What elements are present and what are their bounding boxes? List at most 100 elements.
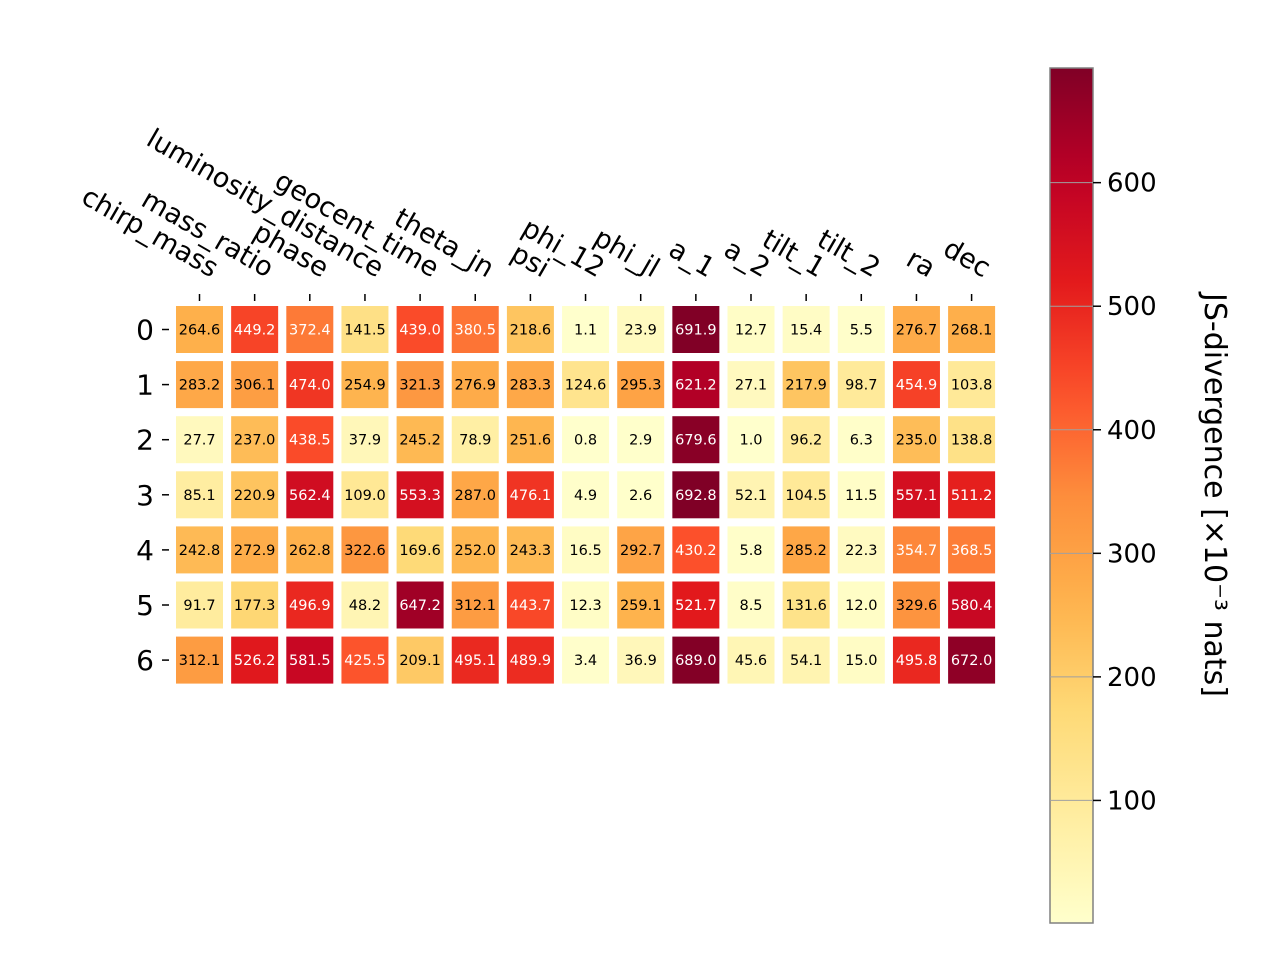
heatmap-cell [782,306,830,353]
cell-value-label: 16.5 [569,543,601,559]
cell-value-label: 557.1 [896,488,938,504]
heatmap-cell [782,581,830,629]
heatmap-cell [506,306,554,353]
cell-value-label: 27.1 [735,378,767,394]
row-label-5: 5 [136,589,154,622]
cell-value-label: 237.0 [234,433,276,449]
heatmap-cell [617,636,665,684]
heatmap-cell [231,526,279,574]
cell-value-label: 4.9 [574,488,597,504]
cell-value-label: 443.7 [510,598,552,614]
cell-value-label: 37.9 [349,433,381,449]
heatmap-cell [176,636,223,684]
heatmap-cell [506,581,554,629]
cell-value-label: 691.9 [675,323,717,339]
cell-value-label: 124.6 [565,378,607,394]
cell-value-label: 218.6 [510,323,552,339]
cell-value-label: 104.5 [785,488,827,504]
heatmap-cell [892,471,940,519]
cell-value-label: 268.1 [951,323,993,339]
cell-value-label: 245.2 [399,433,441,449]
heatmap-cell [176,471,223,519]
colorbar-label: JS-divergence [×10⁻³ nats] [1197,291,1232,697]
column-label-ra: ra [901,243,940,284]
cell-value-label: 251.6 [510,433,552,449]
heatmap-cell [176,306,223,353]
cell-value-label: 495.1 [454,653,496,669]
heatmap-cell [396,416,444,464]
cell-value-label: 12.0 [845,598,877,614]
heatmap-cell [506,471,554,519]
heatmap-cell [948,526,996,574]
cell-value-label: 54.1 [790,653,822,669]
cell-value-label: 689.0 [675,653,717,669]
column-label-a-1: a_1 [663,234,719,284]
heatmap-cell [672,306,720,353]
cell-value-label: 679.6 [675,433,717,449]
cell-value-label: 209.1 [399,653,441,669]
heatmap-cell [672,416,720,464]
cell-value-label: 109.0 [344,488,386,504]
cell-value-label: 3.4 [574,653,597,669]
cell-value-label: 329.6 [896,598,938,614]
heatmap-cell [672,471,720,519]
cell-value-label: 380.5 [454,323,496,339]
column-label-dec: dec [938,233,996,284]
heatmap-cell [506,416,554,464]
cell-value-label: 276.9 [454,378,496,394]
heatmap-cell [948,306,996,353]
cell-value-label: 430.2 [675,543,717,559]
cell-value-label: 322.6 [344,543,386,559]
heatmap-cell [341,636,389,684]
cell-value-label: 264.6 [179,323,221,339]
cell-value-label: 36.9 [625,653,657,669]
colorbar: 100 200 300 400 500 600 JS-divergence [×10⁻³ … [1049,67,1232,924]
heatmap-cell [286,581,334,629]
heatmap-cell [837,361,885,409]
cell-value-label: 692.8 [675,488,717,504]
heatmap-cell [562,526,610,574]
heatmap-cells: 264.6 449.2 372.4 141.5 439.0 380.5 218.6 1.1 23… [176,306,996,684]
heatmap-cell [727,361,775,409]
heatmap-cell [617,581,665,629]
heatmap-cell [231,636,279,684]
cell-value-label: 454.9 [896,378,938,394]
cell-value-label: 1.1 [574,323,597,339]
colorbar-tick-label: 600 [1107,169,1157,199]
cell-value-label: 22.3 [845,543,877,559]
cell-value-label: 553.3 [399,488,441,504]
heatmap-cell [396,471,444,519]
heatmap-cell [396,581,444,629]
cell-value-label: 521.7 [675,598,717,614]
heatmap-cell [231,416,279,464]
cell-value-label: 5.8 [739,543,762,559]
heatmap-cell [562,636,610,684]
row-label-3: 3 [136,479,154,512]
cell-value-label: 103.8 [951,378,993,394]
cell-value-label: 526.2 [234,653,276,669]
heatmap-cell [286,416,334,464]
heatmap-cell [176,526,223,574]
cell-value-label: 283.3 [510,378,552,394]
heatmap-cell [892,361,940,409]
heatmap-cell [341,526,389,574]
cell-value-label: 474.0 [289,378,331,394]
cell-value-label: 368.5 [951,543,993,559]
heatmap-cell [562,581,610,629]
heatmap-cell [948,636,996,684]
heatmap-cell [396,361,444,409]
heatmap-cell [506,361,554,409]
heatmap-cell [286,361,334,409]
heatmap-cell [562,306,610,353]
cell-value-label: 12.7 [735,323,767,339]
colorbar-tick-label: 200 [1107,663,1157,693]
heatmap-cell [948,581,996,629]
cell-value-label: 217.9 [785,378,827,394]
heatmap-cell [451,581,499,629]
cell-value-label: 1.0 [739,433,762,449]
column-labels: chirp_massmass_ratiophaseluminosity_dist… [76,123,995,284]
heatmap-cell [892,581,940,629]
cell-value-label: 449.2 [234,323,276,339]
row-label-2: 2 [136,424,154,457]
